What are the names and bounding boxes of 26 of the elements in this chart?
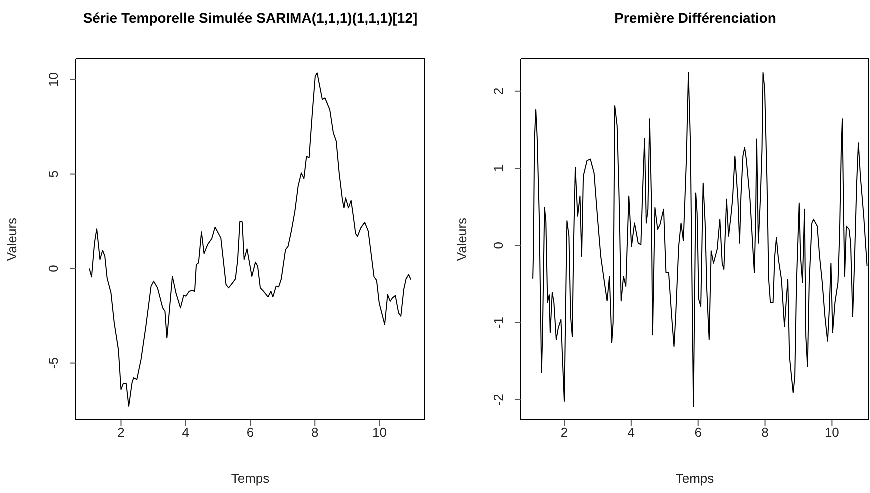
y-tick-label: 0 <box>46 265 61 272</box>
y-axis-title: Valeurs <box>4 217 20 262</box>
y-tick-label: 10 <box>46 72 61 88</box>
y-tick-label: 1 <box>491 164 506 172</box>
x-tick-label: 6 <box>246 425 254 440</box>
x-tick-label: 10 <box>824 425 840 440</box>
y-tick-label: 5 <box>46 170 61 178</box>
y-tick-label: -1 <box>491 317 506 329</box>
x-tick-label: 8 <box>762 425 769 440</box>
x-tick-label: 2 <box>560 425 568 440</box>
chart-title: Série Temporelle Simulée SARIMA(1,1,1)(1,1,1)[12] <box>82 10 419 26</box>
x-tick-label: 8 <box>312 425 319 440</box>
y-tick-label: 2 <box>491 88 506 96</box>
y-tick-label: 0 <box>491 242 506 250</box>
x-axis-title: Temps <box>676 471 715 486</box>
x-tick-label: 2 <box>118 425 125 440</box>
y-axis-title: Valeurs <box>454 217 470 262</box>
x-tick-label: 10 <box>372 425 387 440</box>
x-tick-label: 4 <box>182 425 190 440</box>
x-tick-label: 4 <box>628 425 636 440</box>
x-axis-title: Temps <box>231 471 270 486</box>
chart-title: Première Différenciation <box>614 10 778 26</box>
line-series <box>89 72 412 407</box>
x-tick-label: 6 <box>694 425 702 440</box>
y-tick-label: -5 <box>46 358 61 370</box>
y-tick-label: -2 <box>491 394 506 406</box>
